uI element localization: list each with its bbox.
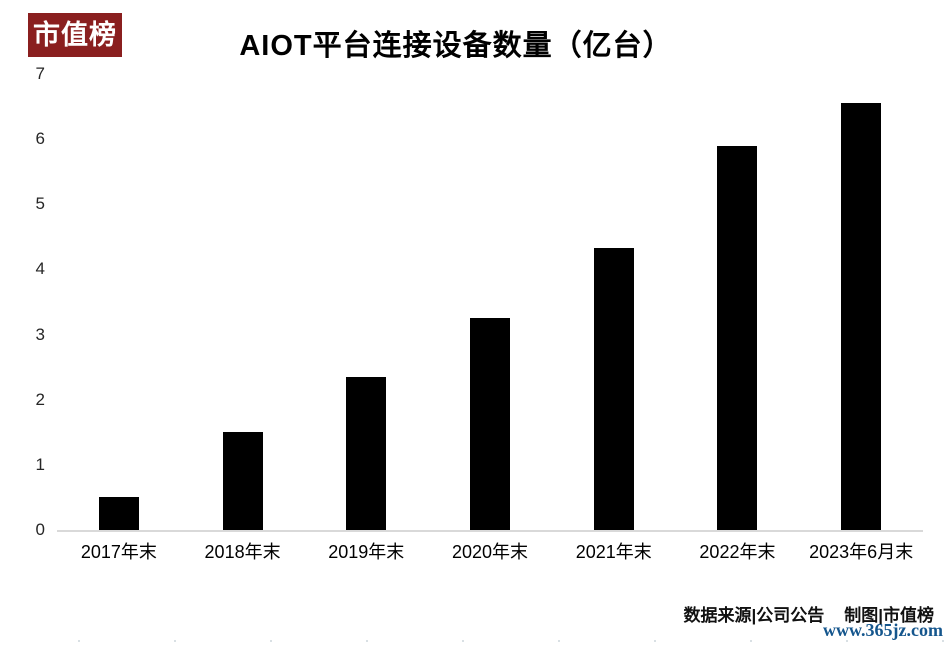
y-tick-label: 4 — [35, 259, 45, 279]
bar-column — [552, 74, 676, 530]
bar — [470, 318, 511, 530]
x-axis-label: 2018年末 — [204, 542, 281, 562]
watermark-dots — [78, 640, 948, 642]
x-axis-label: 2021年末 — [575, 542, 652, 562]
y-tick-label: 0 — [35, 520, 45, 539]
x-axis-label: 2022年末 — [699, 542, 776, 562]
watermark-url: www.365jz.com — [823, 620, 943, 640]
y-axis: 0 1 2 3 4 5 6 7 — [0, 64, 45, 539]
bar — [593, 247, 634, 530]
bar — [717, 145, 758, 530]
x-axis-label: 2020年末 — [451, 542, 529, 562]
x-axis-labels: 2017年末 2018年末 2019年末 2020年末 2021年末 2022年末 2023… — [57, 540, 923, 564]
bar-column — [799, 74, 923, 530]
plot-area — [57, 74, 923, 530]
bar-column — [57, 74, 181, 530]
x-axis-line — [57, 530, 923, 532]
y-tick-label: 2 — [35, 389, 45, 409]
y-tick-label: 1 — [35, 454, 45, 474]
x-axis-label: 2019年末 — [328, 542, 405, 562]
bar-column — [676, 74, 800, 530]
bar-column — [428, 74, 552, 530]
bar — [222, 432, 263, 530]
bar-column — [304, 74, 428, 530]
chart-title: AIOT平台连接设备数量（亿台） — [239, 30, 673, 62]
x-axis-label: 2017年末 — [80, 542, 157, 562]
brand-logo: 市值榜 — [28, 13, 122, 57]
bar — [841, 103, 882, 530]
bar — [346, 376, 387, 530]
chart-credit-label: 制图|市值榜 — [844, 606, 934, 625]
bar — [98, 497, 139, 530]
y-tick-label: 7 — [35, 64, 45, 83]
y-tick-label: 3 — [35, 324, 45, 344]
bar-column — [181, 74, 305, 530]
footer-attribution: 数据来源|公司公告 制图|市值榜 — [683, 601, 934, 626]
data-source-label: 数据来源|公司公告 — [683, 606, 825, 625]
y-tick-label: 6 — [35, 129, 45, 149]
y-tick-label: 5 — [35, 194, 45, 214]
x-axis-label: 2023年6月末 — [809, 542, 914, 562]
